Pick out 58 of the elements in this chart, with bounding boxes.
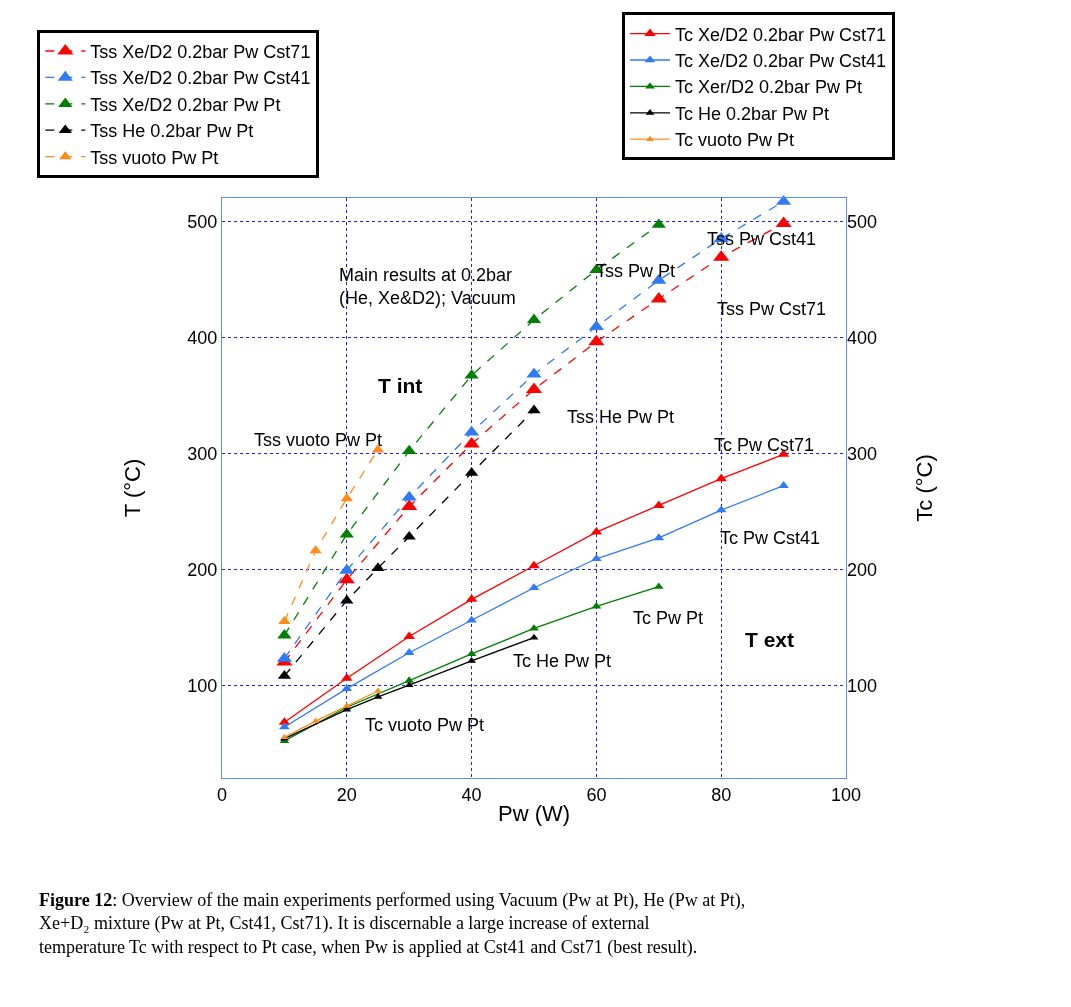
point [463, 436, 480, 448]
y-tick-label: 500 [187, 211, 218, 232]
point [650, 291, 667, 303]
y-axis-title: T (°C) [120, 458, 146, 518]
annotation: Tc vuoto Pw Pt [365, 715, 485, 735]
x-tick-label: 0 [216, 784, 228, 805]
point [404, 681, 414, 688]
annotation: Tc Pw Cst41 [720, 528, 821, 548]
legend-label: Tc Xe/D2 0.2bar Pw Cst41 [674, 51, 887, 72]
y-tick-label: 400 [187, 327, 218, 348]
annotation: T ext [745, 628, 795, 651]
legend-label: Tss Xe/D2 0.2bar Pw Cst41 [90, 68, 311, 89]
y2-tick-label: 500 [847, 211, 878, 232]
y-tick-label: 200 [187, 559, 218, 580]
legend-label: Tss He 0.2bar Pw Pt [90, 121, 254, 142]
annotation: Tc He Pw Pt [513, 651, 612, 671]
caption: Figure 12: Overview of the main experiments performed using Vacuum (Pw at Pt), He (Pw at Pt), Xe+D₂ mixture (Pw at Pt, Cst41, Cst71). It is discernable a large increase of external temperature Tc with respect to Pt case, when Pw is applied at Cst41 and Cst71 (best result). [39, 890, 746, 958]
point [402, 530, 416, 540]
x-tick-label: 80 [711, 784, 732, 805]
annotation: T int [378, 374, 423, 397]
legend-label: Tss Xe/D2 0.2bar Pw Cst71 [90, 42, 311, 63]
y2-tick-label: 300 [847, 443, 878, 464]
x-tick-label: 60 [586, 784, 607, 805]
annotation: Tss Pw Pt [596, 261, 676, 281]
point [528, 560, 540, 569]
point [527, 404, 541, 414]
y-tick-label: 100 [187, 675, 218, 696]
x-axis-title: Pw (W) [497, 801, 571, 827]
y2-tick-label: 100 [847, 675, 878, 696]
x-tick-label: 100 [830, 784, 862, 805]
annotation: Main results at 0.2bar (He, Xe&D2); Vacuum [339, 265, 516, 309]
point [340, 594, 354, 604]
legend-label: Tc Xe/D2 0.2bar Pw Cst71 [674, 24, 887, 45]
point [466, 615, 477, 623]
annotation: Tss vuoto Pw Pt [254, 430, 383, 450]
annotation: Tc Pw Cst71 [714, 435, 815, 455]
annotation: Tss He Pw Pt [567, 407, 675, 427]
point [775, 216, 792, 228]
y2-axis-title: Tc (°C) [911, 454, 937, 522]
point [591, 554, 602, 562]
legend-label: Tc He 0.2bar Pw Pt [674, 103, 830, 124]
point [529, 633, 539, 640]
point [588, 334, 605, 346]
legend-label: Tss vuoto Pw Pt [90, 147, 219, 168]
y-tick-label: 300 [187, 443, 218, 464]
point [401, 499, 418, 511]
x-tick-label: 20 [336, 784, 357, 805]
legend-label: Tss Xe/D2 0.2bar Pw Pt [90, 94, 281, 115]
point [715, 473, 727, 482]
legend-label: Tc vuoto Pw Pt [674, 130, 795, 151]
point [338, 572, 355, 584]
annotation: Tss Pw Cst71 [717, 299, 827, 319]
legend-label: Tc Xer/D2 0.2bar Pw Pt [674, 77, 863, 98]
y2-tick-label: 400 [847, 327, 878, 348]
x-tick-label: 40 [461, 784, 482, 805]
y2-tick-label: 200 [847, 559, 878, 580]
point [374, 687, 382, 693]
annotation: Tc Pw Pt [633, 608, 704, 628]
